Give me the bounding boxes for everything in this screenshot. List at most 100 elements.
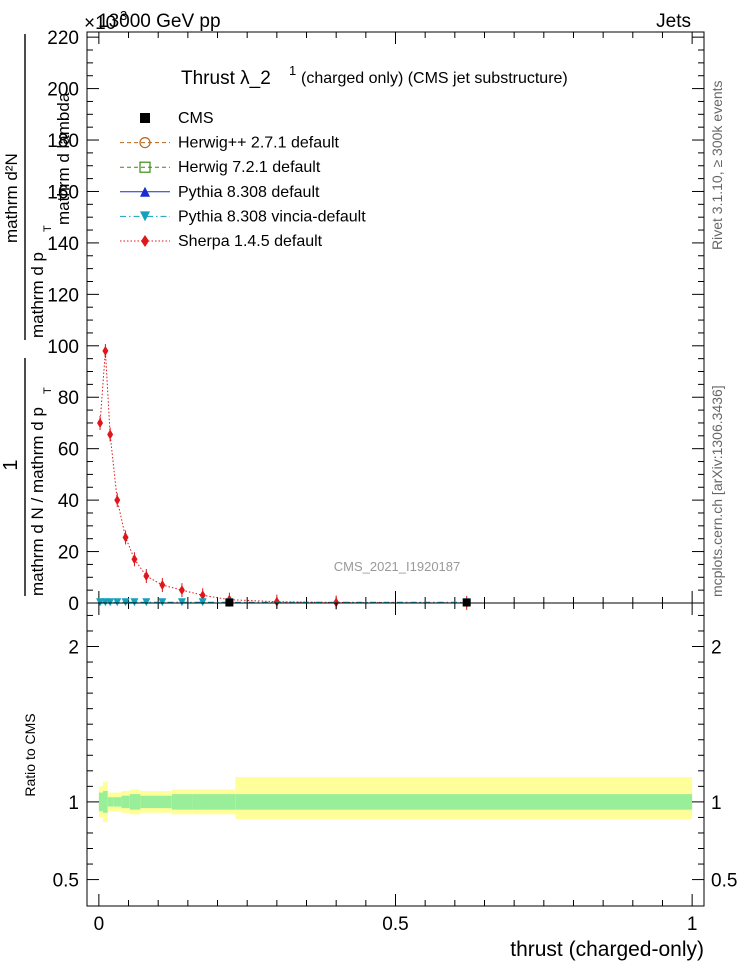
stat-uncertainty-band xyxy=(107,797,114,807)
series-point xyxy=(114,495,121,506)
series-point xyxy=(198,598,207,607)
ratio-ytick-label-right: 0.5 xyxy=(711,871,737,892)
main-ytick-label: 80 xyxy=(58,388,79,409)
series-point xyxy=(225,598,234,607)
series-cms xyxy=(225,598,471,607)
ylabel-den: mathrm d N / mathrm d p xyxy=(28,407,47,596)
main-ytick-label: 220 xyxy=(47,28,79,49)
ratio-xtick-label: 1 xyxy=(687,914,698,935)
rivet-label: Rivet 3.1.10, ≥ 300k events xyxy=(709,80,725,250)
main-ytick-label: 180 xyxy=(47,131,79,152)
series-point xyxy=(106,598,115,607)
main-axes: 0 20 40 60 80 100 120 140 160 180 200 220 xyxy=(47,28,704,615)
plot-title-sup: 1 xyxy=(289,63,296,78)
ratio-xtick-label: 0 xyxy=(94,914,105,935)
legend-label: Herwig++ 2.7.1 default xyxy=(178,135,340,152)
ratio-plot-frame xyxy=(86,602,705,907)
legend-item: Pythia 8.308 vincia-default xyxy=(120,208,366,225)
main-ytick-label: 200 xyxy=(47,80,79,101)
main-ytick-label: 100 xyxy=(47,337,79,358)
stat-uncertainty-band xyxy=(98,792,104,812)
ylabel-num2: mathrm d²N xyxy=(2,153,21,243)
x-axis-label: thrust (charged-only) xyxy=(510,938,704,961)
ratio-axes: 0.5 0.5 1 1 2 2 0 0.5 1 xyxy=(53,603,737,935)
ratio-ylabel: Ratio to CMS xyxy=(22,713,38,796)
main-ytick-label: 20 xyxy=(58,543,79,564)
legend: CMS Herwig++ 2.7.1 default Herwig 7.2.1 de… xyxy=(120,110,366,250)
series-point xyxy=(158,598,167,607)
legend-item: Sherpa 1.4.5 default xyxy=(120,233,323,250)
legend-item: Herwig++ 2.7.1 default xyxy=(120,135,340,152)
main-series xyxy=(96,343,471,610)
stat-uncertainty-band xyxy=(235,794,693,810)
stat-uncertainty-band xyxy=(113,797,122,807)
series-point xyxy=(333,597,340,608)
legend-label: Pythia 8.308 vincia-default xyxy=(178,208,366,225)
y-exponent: ×10 3 xyxy=(84,8,127,34)
series-point xyxy=(130,598,139,607)
series-point xyxy=(113,598,122,607)
legend-label: CMS xyxy=(178,110,214,127)
series-point xyxy=(121,598,130,607)
ratio-ytick-label-right: 2 xyxy=(711,638,722,659)
series-point xyxy=(122,532,129,543)
exponent-base: ×10 xyxy=(84,13,116,34)
jets-label: Jets xyxy=(656,11,691,32)
series-point xyxy=(102,345,109,356)
series-point xyxy=(140,113,150,123)
ratio-ytick-label: 2 xyxy=(68,638,79,659)
legend-item: Pythia 8.308 default xyxy=(120,184,320,201)
series-point xyxy=(140,186,150,197)
main-ylabel: 1 mathrm d N / mathrm d p T mathrm d²N m… xyxy=(0,34,73,596)
plot-title-suffix: (charged only) (CMS jet substructure) xyxy=(301,70,568,87)
series-point xyxy=(140,211,150,222)
plot-title: Thrust λ_2 1 (charged only) (CMS jet sub… xyxy=(181,63,568,89)
series-point xyxy=(107,429,114,440)
stat-uncertainty-band xyxy=(140,795,155,809)
main-ytick-label: 60 xyxy=(58,440,79,461)
ratio-xtick-label: 0.5 xyxy=(382,914,408,935)
series-point xyxy=(96,598,105,607)
series-line xyxy=(99,350,467,604)
main-ytick-label: 160 xyxy=(47,182,79,203)
stat-uncertainty-band xyxy=(192,794,236,810)
series-point xyxy=(139,137,151,149)
ylabel-den2: mathrm d p xyxy=(28,252,47,338)
stat-uncertainty-band xyxy=(154,795,172,809)
ratio-ytick-label-right: 1 xyxy=(711,793,722,814)
series-point xyxy=(462,598,471,607)
exponent-power: 3 xyxy=(120,8,127,23)
main-ytick-label: 140 xyxy=(47,234,79,255)
series-point xyxy=(142,598,151,607)
collision-label: 13000 GeV pp xyxy=(98,11,221,32)
series-point xyxy=(177,598,186,607)
ratio-bands xyxy=(98,777,693,823)
ylabel-den2-sub: T xyxy=(42,225,54,232)
legend-label: Herwig 7.2.1 default xyxy=(178,159,321,176)
stat-uncertainty-band xyxy=(121,795,130,809)
stat-uncertainty-band xyxy=(129,794,141,810)
series-point xyxy=(143,570,150,581)
legend-item: Herwig 7.2.1 default xyxy=(120,159,321,176)
main-ytick-label: 120 xyxy=(47,285,79,306)
series-point xyxy=(178,585,185,596)
legend-label: Sherpa 1.4.5 default xyxy=(178,233,323,250)
main-ytick-label: 0 xyxy=(68,594,79,615)
series-point xyxy=(141,235,149,247)
series-point xyxy=(97,417,104,428)
analysis-id: CMS_2021_I1920187 xyxy=(334,559,461,574)
series-point xyxy=(139,161,151,173)
stat-uncertainty-band xyxy=(103,791,108,813)
stat-uncertainty-band xyxy=(171,794,193,810)
ylabel-den-sub: T xyxy=(42,387,54,394)
series-point xyxy=(159,579,166,590)
ylabel-den2b: mathrm d lambda xyxy=(54,92,73,225)
main-ytick-label: 40 xyxy=(58,491,79,512)
series-point xyxy=(199,590,206,601)
legend-item: CMS xyxy=(140,110,214,127)
mcplots-label: mcplots.cern.ch [arXiv:1306.3436] xyxy=(709,385,725,597)
ratio-ytick-label: 0.5 xyxy=(53,871,79,892)
series-point xyxy=(273,596,280,607)
plot-title-main: Thrust λ_2 xyxy=(181,68,271,89)
